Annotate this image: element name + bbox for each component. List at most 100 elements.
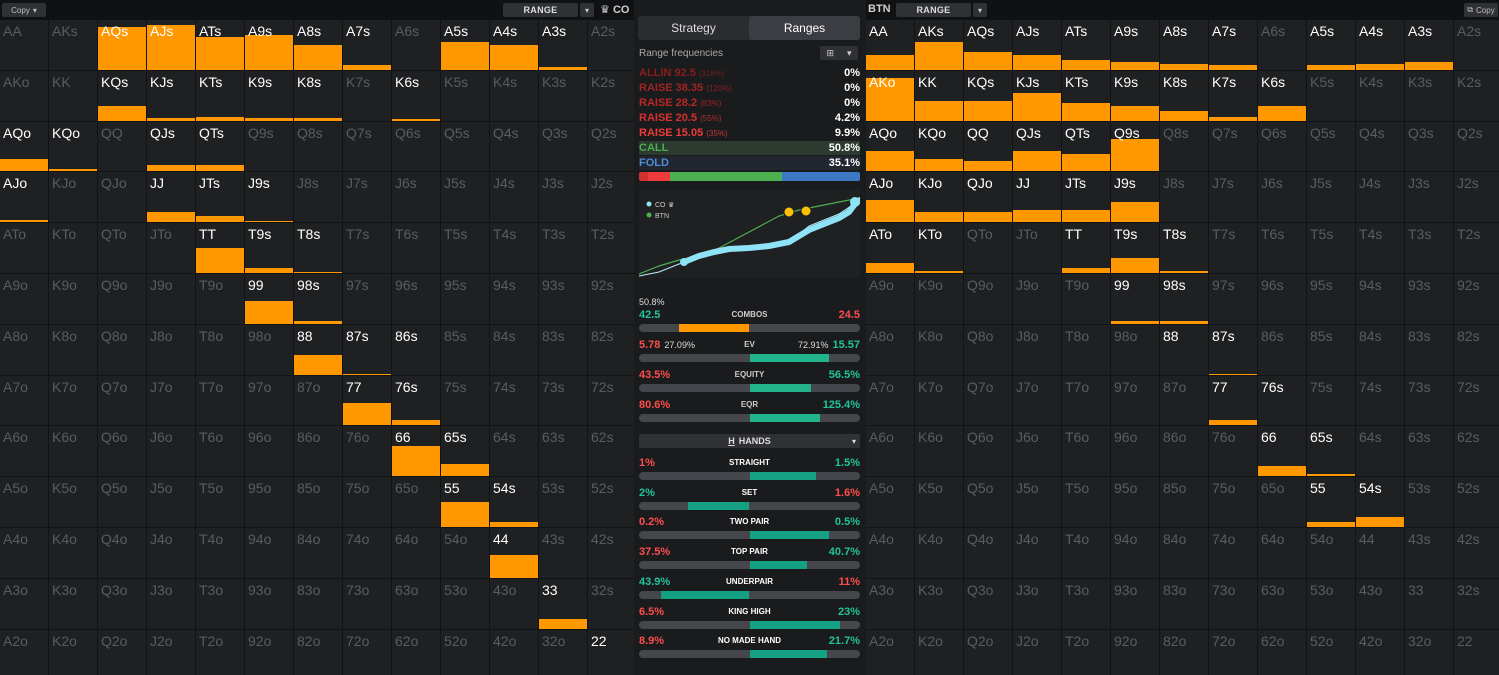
- btn-cell-T8o[interactable]: T8o: [1062, 324, 1111, 376]
- btn-cell-84o[interactable]: 84o: [1160, 527, 1209, 579]
- btn-cell-T7o[interactable]: T7o: [1062, 375, 1111, 427]
- btn-cell-T9s[interactable]: T9s: [1111, 223, 1160, 274]
- tab-strategy[interactable]: Strategy: [671, 21, 716, 35]
- co-cell-AJs[interactable]: AJs: [147, 20, 196, 71]
- co-cell-Q7o[interactable]: Q7o: [98, 375, 147, 427]
- btn-cell-K3s[interactable]: K3s: [1405, 70, 1454, 122]
- co-cell-J6o[interactable]: J6o: [147, 426, 196, 478]
- co-cell-J7s[interactable]: J7s: [343, 172, 392, 224]
- co-cell-73o[interactable]: 73o: [343, 578, 392, 630]
- btn-cell-32s[interactable]: 32s: [1454, 578, 1499, 630]
- co-cell-T5o[interactable]: T5o: [196, 477, 245, 528]
- btn-cell-72o[interactable]: 72o: [1209, 629, 1258, 675]
- btn-cell-Q4o[interactable]: Q4o: [964, 527, 1013, 579]
- co-cell-K2o[interactable]: K2o: [49, 629, 98, 675]
- co-cell-73s[interactable]: 73s: [539, 375, 588, 427]
- co-cell-75s[interactable]: 75s: [441, 375, 490, 427]
- freq-row-raise-38-35[interactable]: RAISE 38.35 (120%) 0%: [639, 81, 860, 95]
- co-cell-T8o[interactable]: T8o: [196, 324, 245, 376]
- co-cell-52s[interactable]: 52s: [588, 477, 637, 528]
- co-cell-82s[interactable]: 82s: [588, 324, 637, 376]
- co-cell-98o[interactable]: 98o: [245, 324, 294, 376]
- range-select-right[interactable]: RANGE: [896, 3, 971, 17]
- btn-cell-94s[interactable]: 94s: [1356, 273, 1405, 325]
- copy-button-right[interactable]: ⧉ Copy: [1464, 3, 1498, 17]
- btn-cell-KQo[interactable]: KQo: [915, 121, 964, 173]
- btn-cell-Q3o[interactable]: Q3o: [964, 578, 1013, 630]
- btn-cell-AJs[interactable]: AJs: [1013, 20, 1062, 71]
- co-cell-K5s[interactable]: K5s: [441, 70, 490, 122]
- btn-cell-82s[interactable]: 82s: [1454, 324, 1499, 376]
- co-cell-85s[interactable]: 85s: [441, 324, 490, 376]
- btn-cell-K6s[interactable]: K6s: [1258, 70, 1307, 122]
- btn-cell-J2o[interactable]: J2o: [1013, 629, 1062, 675]
- btn-cell-A7o[interactable]: A7o: [866, 375, 915, 427]
- btn-cell-88[interactable]: 88: [1160, 324, 1209, 376]
- co-cell-Q8s[interactable]: Q8s: [294, 121, 343, 173]
- freq-row-allin-92-5[interactable]: ALLIN 92.5 (318%) 0%: [639, 66, 860, 80]
- co-cell-J2s[interactable]: J2s: [588, 172, 637, 224]
- btn-cell-75o[interactable]: 75o: [1209, 477, 1258, 528]
- btn-cell-64s[interactable]: 64s: [1356, 426, 1405, 478]
- btn-cell-T5o[interactable]: T5o: [1062, 477, 1111, 528]
- co-cell-87s[interactable]: 87s: [343, 324, 392, 376]
- co-cell-JTs[interactable]: JTs: [196, 172, 245, 224]
- btn-cell-Q6o[interactable]: Q6o: [964, 426, 1013, 478]
- btn-cell-J8s[interactable]: J8s: [1160, 172, 1209, 224]
- btn-cell-T4s[interactable]: T4s: [1356, 223, 1405, 274]
- btn-cell-T7s[interactable]: T7s: [1209, 223, 1258, 274]
- btn-cell-T9o[interactable]: T9o: [1062, 273, 1111, 325]
- co-cell-64o[interactable]: 64o: [392, 527, 441, 579]
- co-cell-J7o[interactable]: J7o: [147, 375, 196, 427]
- co-cell-ATs[interactable]: ATs: [196, 20, 245, 71]
- co-cell-82o[interactable]: 82o: [294, 629, 343, 675]
- btn-cell-87o[interactable]: 87o: [1160, 375, 1209, 427]
- co-cell-55[interactable]: 55: [441, 477, 490, 528]
- btn-cell-K8o[interactable]: K8o: [915, 324, 964, 376]
- co-cell-T7s[interactable]: T7s: [343, 223, 392, 274]
- btn-cell-98o[interactable]: 98o: [1111, 324, 1160, 376]
- co-cell-Q9s[interactable]: Q9s: [245, 121, 294, 173]
- freq-row-fold[interactable]: FOLD 35.1%: [639, 156, 860, 170]
- btn-cell-Q8o[interactable]: Q8o: [964, 324, 1013, 376]
- hand-cat-no-made-hand[interactable]: 8.9% NO MADE HAND 21.7%: [639, 635, 860, 661]
- co-cell-T4o[interactable]: T4o: [196, 527, 245, 579]
- range-select[interactable]: RANGE: [503, 3, 578, 17]
- co-cell-22[interactable]: 22: [588, 629, 637, 675]
- btn-cell-J4s[interactable]: J4s: [1356, 172, 1405, 224]
- co-cell-T5s[interactable]: T5s: [441, 223, 490, 274]
- co-cell-86s[interactable]: 86s: [392, 324, 441, 376]
- btn-cell-Q3s[interactable]: Q3s: [1405, 121, 1454, 173]
- btn-cell-ATo[interactable]: ATo: [866, 223, 915, 274]
- range-dropdown-button[interactable]: ▾: [580, 3, 594, 17]
- btn-cell-QQ[interactable]: QQ: [964, 121, 1013, 173]
- btn-cell-T5s[interactable]: T5s: [1307, 223, 1356, 274]
- co-cell-75o[interactable]: 75o: [343, 477, 392, 528]
- co-cell-A2s[interactable]: A2s: [588, 20, 637, 71]
- co-cell-A8s[interactable]: A8s: [294, 20, 343, 71]
- btn-cell-32o[interactable]: 32o: [1405, 629, 1454, 675]
- btn-cell-Q7s[interactable]: Q7s: [1209, 121, 1258, 173]
- co-cell-62s[interactable]: 62s: [588, 426, 637, 478]
- btn-cell-64o[interactable]: 64o: [1258, 527, 1307, 579]
- btn-cell-K9s[interactable]: K9s: [1111, 70, 1160, 122]
- btn-cell-86o[interactable]: 86o: [1160, 426, 1209, 478]
- btn-cell-K7o[interactable]: K7o: [915, 375, 964, 427]
- co-cell-Q5o[interactable]: Q5o: [98, 477, 147, 528]
- co-cell-J9s[interactable]: J9s: [245, 172, 294, 224]
- btn-cell-KK[interactable]: KK: [915, 70, 964, 122]
- co-cell-96o[interactable]: 96o: [245, 426, 294, 478]
- co-cell-AQo[interactable]: AQo: [0, 121, 49, 173]
- co-cell-Q3s[interactable]: Q3s: [539, 121, 588, 173]
- btn-cell-Q5s[interactable]: Q5s: [1307, 121, 1356, 173]
- co-cell-TT[interactable]: TT: [196, 223, 245, 274]
- co-cell-53o[interactable]: 53o: [441, 578, 490, 630]
- btn-cell-98s[interactable]: 98s: [1160, 273, 1209, 325]
- co-cell-J8o[interactable]: J8o: [147, 324, 196, 376]
- btn-cell-Q7o[interactable]: Q7o: [964, 375, 1013, 427]
- co-cell-53s[interactable]: 53s: [539, 477, 588, 528]
- btn-cell-54s[interactable]: 54s: [1356, 477, 1405, 528]
- co-cell-Q4s[interactable]: Q4s: [490, 121, 539, 173]
- btn-cell-97s[interactable]: 97s: [1209, 273, 1258, 325]
- btn-cell-T2o[interactable]: T2o: [1062, 629, 1111, 675]
